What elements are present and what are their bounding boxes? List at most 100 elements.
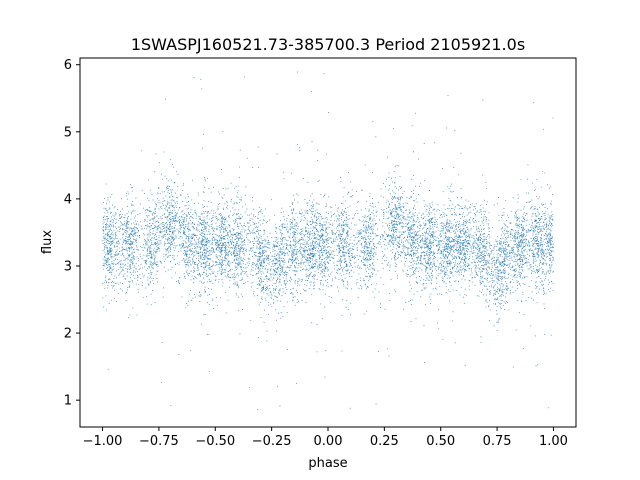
data-point: [369, 275, 371, 277]
data-point: [447, 266, 449, 268]
data-point: [479, 252, 481, 253]
data-point: [513, 246, 515, 248]
data-point: [382, 222, 384, 224]
data-point: [163, 234, 165, 236]
data-point: [149, 210, 151, 212]
data-point: [302, 212, 303, 214]
data-point: [347, 232, 349, 233]
data-point: [293, 245, 295, 246]
data-point: [232, 237, 233, 238]
data-point: [397, 245, 399, 247]
data-point: [225, 244, 227, 246]
data-point: [156, 277, 158, 279]
data-point: [427, 257, 429, 259]
data-point: [530, 241, 532, 242]
data-point: [233, 283, 235, 284]
data-point: [238, 213, 239, 214]
data-point: [130, 259, 132, 261]
data-point: [511, 233, 513, 235]
data-point: [119, 226, 121, 228]
data-point: [455, 246, 457, 248]
data-point: [324, 230, 326, 232]
data-point: [321, 252, 323, 254]
data-point: [111, 256, 113, 257]
data-point: [360, 250, 362, 252]
data-point: [390, 211, 392, 213]
data-point: [418, 245, 419, 247]
data-point: [431, 242, 433, 244]
data-point: [395, 229, 397, 231]
data-point: [177, 209, 179, 211]
data-point: [394, 208, 396, 210]
data-point: [347, 245, 349, 247]
data-point: [520, 235, 521, 236]
data-point: [136, 245, 137, 247]
data-point: [184, 218, 185, 220]
data-point: [549, 259, 551, 261]
data-point: [506, 259, 508, 260]
data-point: [180, 224, 182, 226]
data-point: [511, 228, 512, 230]
data-point: [336, 269, 338, 271]
data-point: [262, 268, 263, 269]
data-point: [192, 254, 194, 256]
data-point: [431, 222, 433, 223]
data-point: [392, 240, 394, 242]
data-point: [347, 270, 348, 272]
data-point: [481, 280, 483, 282]
data-point: [279, 252, 281, 254]
data-point: [236, 281, 238, 283]
data-point: [542, 171, 543, 173]
data-point: [366, 246, 368, 247]
data-point: [551, 261, 553, 263]
data-point: [340, 247, 342, 249]
data-point: [429, 222, 431, 224]
data-point: [394, 217, 396, 219]
data-point: [503, 264, 505, 266]
data-point: [344, 242, 345, 244]
data-point: [369, 220, 370, 222]
data-point: [104, 239, 106, 241]
data-point: [462, 211, 464, 213]
data-point: [203, 266, 205, 268]
data-point: [326, 242, 328, 244]
data-point: [206, 255, 208, 257]
data-point: [332, 233, 334, 235]
data-point: [171, 188, 173, 190]
data-point: [508, 260, 510, 261]
data-point: [283, 261, 284, 263]
data-point: [507, 264, 509, 266]
data-point: [341, 350, 343, 352]
data-point: [442, 338, 444, 340]
data-point: [325, 250, 327, 251]
data-point: [417, 234, 419, 236]
data-point: [208, 229, 210, 231]
data-point: [117, 269, 119, 270]
data-point: [184, 205, 186, 207]
data-point: [248, 261, 250, 263]
data-point: [306, 269, 308, 271]
data-point: [200, 223, 202, 225]
data-point: [172, 239, 174, 241]
data-point: [449, 241, 451, 243]
data-point: [269, 288, 271, 289]
data-point: [232, 235, 234, 236]
data-point: [544, 273, 546, 275]
data-point: [426, 262, 428, 264]
data-point: [228, 217, 230, 218]
data-point: [545, 227, 547, 229]
data-point: [418, 263, 420, 265]
data-point: [458, 256, 459, 257]
data-point: [190, 270, 192, 272]
data-point: [344, 252, 346, 254]
data-point: [223, 207, 224, 209]
data-point: [445, 227, 447, 229]
data-point: [369, 196, 371, 197]
data-point: [144, 234, 145, 236]
data-point: [535, 365, 537, 367]
data-point: [477, 267, 479, 269]
data-point: [244, 211, 246, 213]
data-point: [297, 291, 298, 293]
data-point: [240, 267, 242, 269]
data-point: [176, 197, 177, 199]
